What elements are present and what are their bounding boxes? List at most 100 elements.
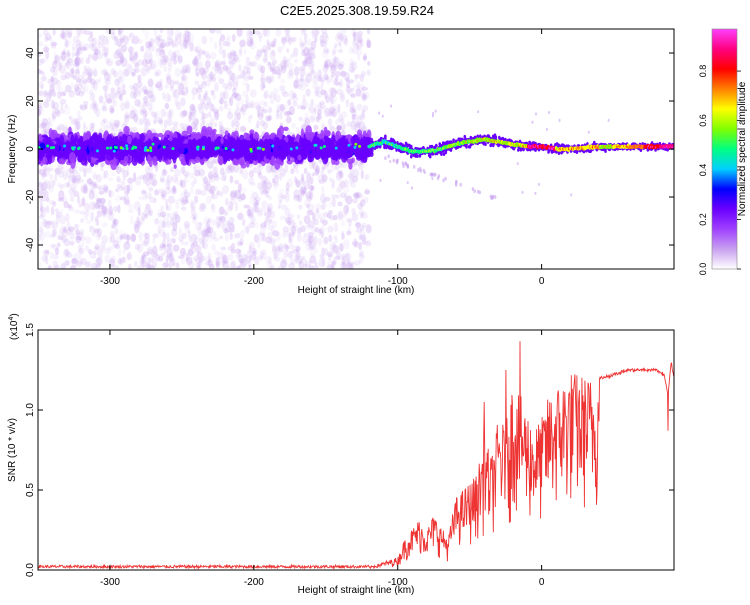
spectrogram-cell bbox=[291, 122, 296, 129]
spectrogram-cell bbox=[306, 180, 312, 187]
spectrogram-cell bbox=[328, 87, 335, 95]
spectrogram-cell bbox=[95, 264, 101, 269]
spectrogram-cell bbox=[65, 212, 70, 222]
spectrogram-cell bbox=[175, 49, 180, 59]
spectrogram-cell bbox=[296, 195, 301, 204]
spectrogram-cell bbox=[166, 175, 173, 184]
spectrogram-cell bbox=[136, 220, 142, 226]
spectrogram-cell bbox=[65, 140, 71, 151]
spectrogram-cell bbox=[145, 41, 150, 49]
spectrogram-cell bbox=[71, 42, 78, 52]
spectrogram-cell bbox=[142, 174, 146, 181]
spectrogram-cell bbox=[72, 75, 77, 80]
spectrogram-cell bbox=[160, 205, 165, 211]
spectrogram-cell bbox=[321, 105, 328, 114]
spectrogram-cell bbox=[142, 58, 148, 68]
spectrogram-cell bbox=[243, 48, 247, 55]
spectrogram-cell bbox=[307, 48, 311, 56]
spectrogram-cell bbox=[110, 68, 116, 75]
spectrogram-cell bbox=[102, 118, 107, 124]
spectrogram-cell bbox=[177, 31, 183, 37]
spectrogram-cell bbox=[317, 102, 323, 111]
spectrogram-cell bbox=[164, 187, 172, 195]
spectrogram-cell bbox=[208, 263, 215, 269]
spectrogram-cell bbox=[151, 260, 158, 269]
spectrogram-cell bbox=[134, 243, 141, 251]
spectrogram-cell bbox=[174, 29, 181, 38]
spectrogram-cell bbox=[306, 55, 313, 65]
spectrogram-cell bbox=[134, 51, 139, 58]
spectrogram-cell bbox=[232, 80, 238, 91]
spectrogram-cell bbox=[360, 94, 366, 99]
spectrogram-cell bbox=[214, 68, 219, 74]
spectrogram-cell bbox=[304, 117, 311, 126]
spectrogram-cell bbox=[226, 222, 231, 229]
spectrogram-cell bbox=[181, 232, 187, 240]
spectrogram-cell bbox=[38, 68, 41, 76]
spectrogram-cell bbox=[249, 100, 255, 109]
spectrogram-cell bbox=[133, 52, 138, 61]
spectrogram-cell bbox=[193, 110, 197, 118]
spectrogram-cell bbox=[79, 228, 85, 236]
spectrogram-cell bbox=[162, 214, 166, 219]
spectrogram-cell bbox=[225, 210, 229, 216]
spectrogram-cell bbox=[262, 180, 267, 191]
spectrogram-cell bbox=[213, 237, 220, 242]
spectrogram-cell bbox=[51, 243, 59, 251]
spectrogram-cell bbox=[74, 56, 81, 67]
spectrogram-cell bbox=[366, 39, 372, 49]
spectrogram-cell bbox=[140, 109, 145, 116]
spectrogram-cell bbox=[268, 114, 273, 121]
spectrogram-cell bbox=[272, 181, 280, 187]
spectrogram-cell bbox=[168, 108, 175, 119]
spectrogram-cell bbox=[39, 198, 43, 205]
spectrogram-cell bbox=[249, 30, 255, 36]
spectrogram-cell bbox=[83, 167, 87, 178]
spectrogram-cell bbox=[362, 105, 369, 112]
spectrogram-cell bbox=[206, 161, 214, 169]
spectrogram-cell bbox=[194, 258, 202, 264]
spectrogram-cell bbox=[338, 79, 344, 88]
spectrogram-cell bbox=[164, 102, 170, 110]
spectrogram-cell bbox=[310, 68, 315, 74]
spectrogram-cell bbox=[332, 46, 337, 55]
spectrogram-cell bbox=[102, 206, 110, 215]
spectrogram-cell bbox=[211, 66, 219, 71]
spectrogram-cell bbox=[66, 57, 74, 66]
spectrogram-cell bbox=[231, 259, 236, 267]
spectrogram-cell bbox=[241, 70, 246, 79]
spectrogram-cell bbox=[226, 111, 234, 120]
spectrogram-cell bbox=[66, 181, 71, 188]
spectrogram-cell bbox=[333, 90, 339, 95]
spectrogram-cell bbox=[314, 86, 320, 94]
spectrogram-cell bbox=[365, 240, 372, 247]
spectrogram-cell bbox=[339, 171, 344, 179]
spectrogram-cell bbox=[165, 179, 171, 190]
spectrogram-cell bbox=[78, 231, 83, 236]
spectrogram-cell bbox=[98, 154, 106, 162]
spectrogram-cell bbox=[270, 228, 274, 234]
spectrogram-cell bbox=[261, 108, 268, 114]
spectrogram-cell bbox=[121, 133, 128, 144]
spectrogram-cell bbox=[55, 126, 62, 131]
spectrogram-cell bbox=[338, 242, 344, 252]
spectrogram-cell bbox=[95, 79, 101, 84]
spectrogram-cell bbox=[240, 257, 248, 267]
spectrogram-cell bbox=[341, 230, 345, 240]
spectrogram-cell bbox=[183, 174, 188, 180]
spectrogram-cell bbox=[341, 70, 345, 78]
spectrogram-cell bbox=[324, 64, 330, 69]
spectrogram-cell bbox=[273, 182, 279, 190]
spectrogram-cell bbox=[108, 92, 116, 100]
spectrogram-cell bbox=[325, 58, 331, 67]
spectrogram-cell bbox=[161, 58, 168, 66]
spectrogram-cell bbox=[165, 113, 172, 119]
spectrogram-cell bbox=[304, 52, 312, 62]
spectrogram-cell bbox=[156, 86, 163, 92]
spectrogram-cell bbox=[337, 48, 344, 54]
spectrogram-cell bbox=[185, 253, 189, 262]
spectrogram-cell bbox=[69, 68, 75, 79]
spectrogram-cell bbox=[52, 77, 59, 86]
spectrogram-cell bbox=[103, 52, 109, 58]
spectrogram-cell bbox=[308, 190, 314, 201]
